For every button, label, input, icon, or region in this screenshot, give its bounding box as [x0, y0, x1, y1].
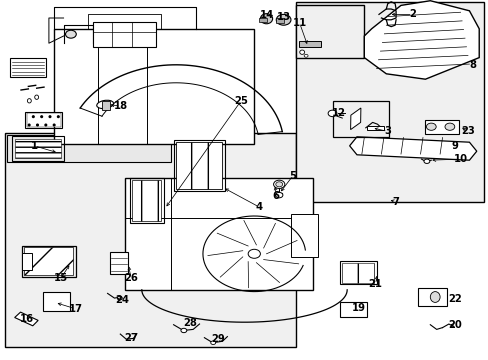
Bar: [276, 18, 283, 23]
Bar: [102, 101, 109, 110]
Text: 29: 29: [211, 334, 225, 344]
Text: 13: 13: [277, 12, 290, 22]
Text: 16: 16: [20, 314, 34, 324]
Ellipse shape: [327, 110, 336, 117]
Bar: [124, 178, 312, 290]
Bar: [295, 5, 364, 58]
Bar: [299, 41, 321, 47]
Ellipse shape: [35, 95, 39, 99]
Bar: [129, 178, 163, 223]
Text: 17: 17: [69, 304, 82, 314]
Bar: [290, 214, 317, 257]
Text: 2: 2: [408, 9, 415, 19]
Bar: [425, 120, 458, 134]
Bar: [54, 29, 254, 144]
Text: 27: 27: [124, 333, 138, 343]
Bar: [43, 292, 70, 311]
Text: 19: 19: [351, 303, 365, 313]
Ellipse shape: [426, 123, 435, 130]
Text: 26: 26: [124, 273, 138, 283]
Ellipse shape: [429, 292, 439, 302]
Ellipse shape: [210, 341, 215, 345]
Bar: [332, 101, 388, 137]
Text: 25: 25: [234, 96, 247, 106]
Ellipse shape: [444, 123, 454, 130]
Bar: [342, 263, 373, 283]
Bar: [339, 302, 366, 317]
Text: 8: 8: [468, 60, 475, 70]
Bar: [176, 142, 222, 189]
Ellipse shape: [299, 50, 304, 54]
Bar: [24, 247, 73, 275]
Bar: [132, 180, 161, 221]
Ellipse shape: [275, 192, 282, 198]
Text: 6: 6: [272, 191, 279, 201]
Bar: [7, 135, 171, 162]
Text: 28: 28: [183, 318, 196, 328]
Text: 11: 11: [292, 18, 306, 28]
Text: 3: 3: [384, 126, 390, 136]
Text: 9: 9: [450, 141, 457, 151]
Bar: [366, 126, 383, 130]
Text: 1: 1: [31, 141, 38, 151]
Bar: [22, 246, 76, 277]
Text: 23: 23: [460, 126, 474, 136]
Bar: [27, 113, 61, 127]
Bar: [25, 112, 62, 128]
Text: 15: 15: [54, 273, 68, 283]
Bar: [417, 288, 447, 306]
Bar: [259, 18, 266, 22]
Ellipse shape: [273, 180, 284, 189]
Bar: [109, 252, 128, 274]
Text: 21: 21: [368, 279, 382, 289]
Polygon shape: [364, 1, 478, 79]
Ellipse shape: [97, 100, 113, 109]
Ellipse shape: [423, 159, 429, 163]
Bar: [93, 22, 156, 47]
Text: 5: 5: [288, 171, 295, 181]
Text: 18: 18: [114, 101, 127, 111]
Polygon shape: [349, 137, 476, 160]
Text: 7: 7: [392, 197, 399, 207]
Text: 14: 14: [259, 10, 274, 21]
Bar: [339, 261, 376, 284]
Ellipse shape: [304, 54, 307, 57]
Text: 20: 20: [447, 320, 461, 330]
Ellipse shape: [247, 249, 260, 258]
Ellipse shape: [181, 328, 186, 333]
Text: 10: 10: [453, 154, 467, 164]
Polygon shape: [15, 312, 38, 326]
Ellipse shape: [27, 99, 31, 103]
Ellipse shape: [275, 182, 282, 187]
Bar: [15, 139, 61, 158]
Bar: [12, 136, 63, 161]
Bar: [293, 217, 315, 256]
Text: 24: 24: [115, 294, 129, 305]
Bar: [295, 2, 483, 202]
Bar: [5, 133, 295, 347]
Bar: [10, 58, 46, 77]
Text: 22: 22: [447, 294, 461, 304]
Ellipse shape: [260, 14, 272, 24]
Ellipse shape: [117, 296, 122, 300]
Text: 12: 12: [331, 108, 345, 118]
Text: 4: 4: [255, 202, 262, 212]
Bar: [173, 140, 224, 191]
Ellipse shape: [276, 14, 290, 25]
Polygon shape: [350, 108, 360, 130]
Ellipse shape: [65, 30, 76, 38]
Bar: [22, 253, 32, 270]
